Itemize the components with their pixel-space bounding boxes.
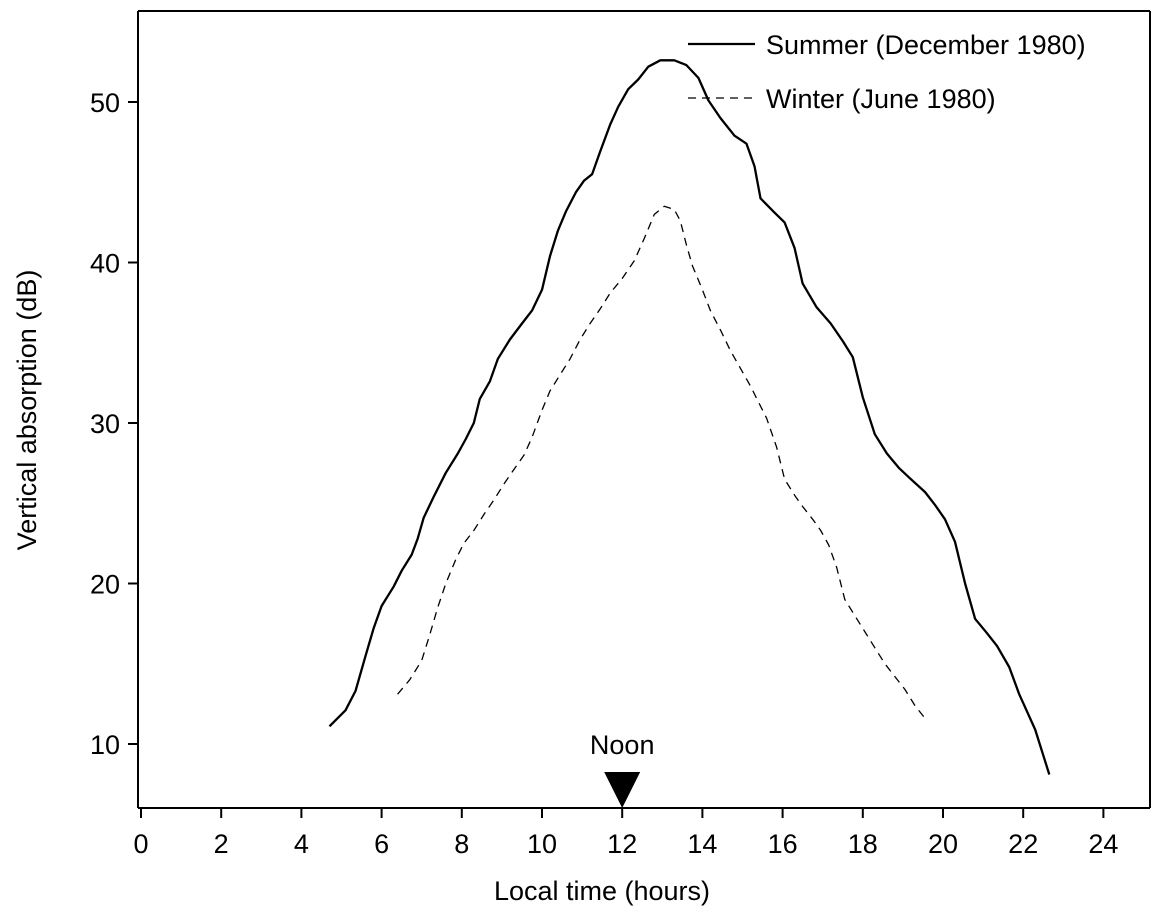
summer-series-line <box>328 59 1051 775</box>
x-tick-label: 8 <box>454 829 469 859</box>
y-tick-label: 40 <box>90 249 120 279</box>
x-tick-label: 12 <box>607 829 637 859</box>
legend: Summer (December 1980) Winter (June 1980) <box>688 30 1086 114</box>
x-axis-title: Local time (hours) <box>494 876 710 906</box>
noon-annotation: Noon <box>590 730 655 808</box>
legend-winter-label: Winter (June 1980) <box>766 84 996 114</box>
y-tick-label: 20 <box>90 570 120 600</box>
x-tick-label: 14 <box>687 829 717 859</box>
y-tick-label: 10 <box>90 730 120 760</box>
legend-summer-label: Summer (December 1980) <box>766 30 1086 60</box>
winter-series-line <box>397 205 926 719</box>
series-layer <box>328 59 1051 775</box>
x-tick-label: 2 <box>214 829 229 859</box>
y-axis-title: Vertical absorption (dB) <box>12 270 42 551</box>
plot-frame <box>137 10 1151 809</box>
x-tick-label: 24 <box>1088 829 1118 859</box>
y-axis-ticks: 10 20 30 40 50 <box>90 88 138 760</box>
x-tick-label: 20 <box>928 829 958 859</box>
y-tick-label: 30 <box>90 409 120 439</box>
x-tick-label: 6 <box>374 829 389 859</box>
noon-marker-icon <box>604 772 641 808</box>
noon-label: Noon <box>590 730 655 760</box>
x-tick-label: 16 <box>768 829 798 859</box>
x-tick-label: 18 <box>848 829 878 859</box>
y-tick-label: 50 <box>90 88 120 118</box>
x-tick-label: 22 <box>1008 829 1038 859</box>
x-tick-label: 10 <box>527 829 557 859</box>
x-tick-label: 0 <box>133 829 148 859</box>
x-tick-label: 4 <box>294 829 309 859</box>
x-axis-ticks: 0 2 4 6 8 10 12 14 16 18 20 22 24 <box>133 808 1118 859</box>
